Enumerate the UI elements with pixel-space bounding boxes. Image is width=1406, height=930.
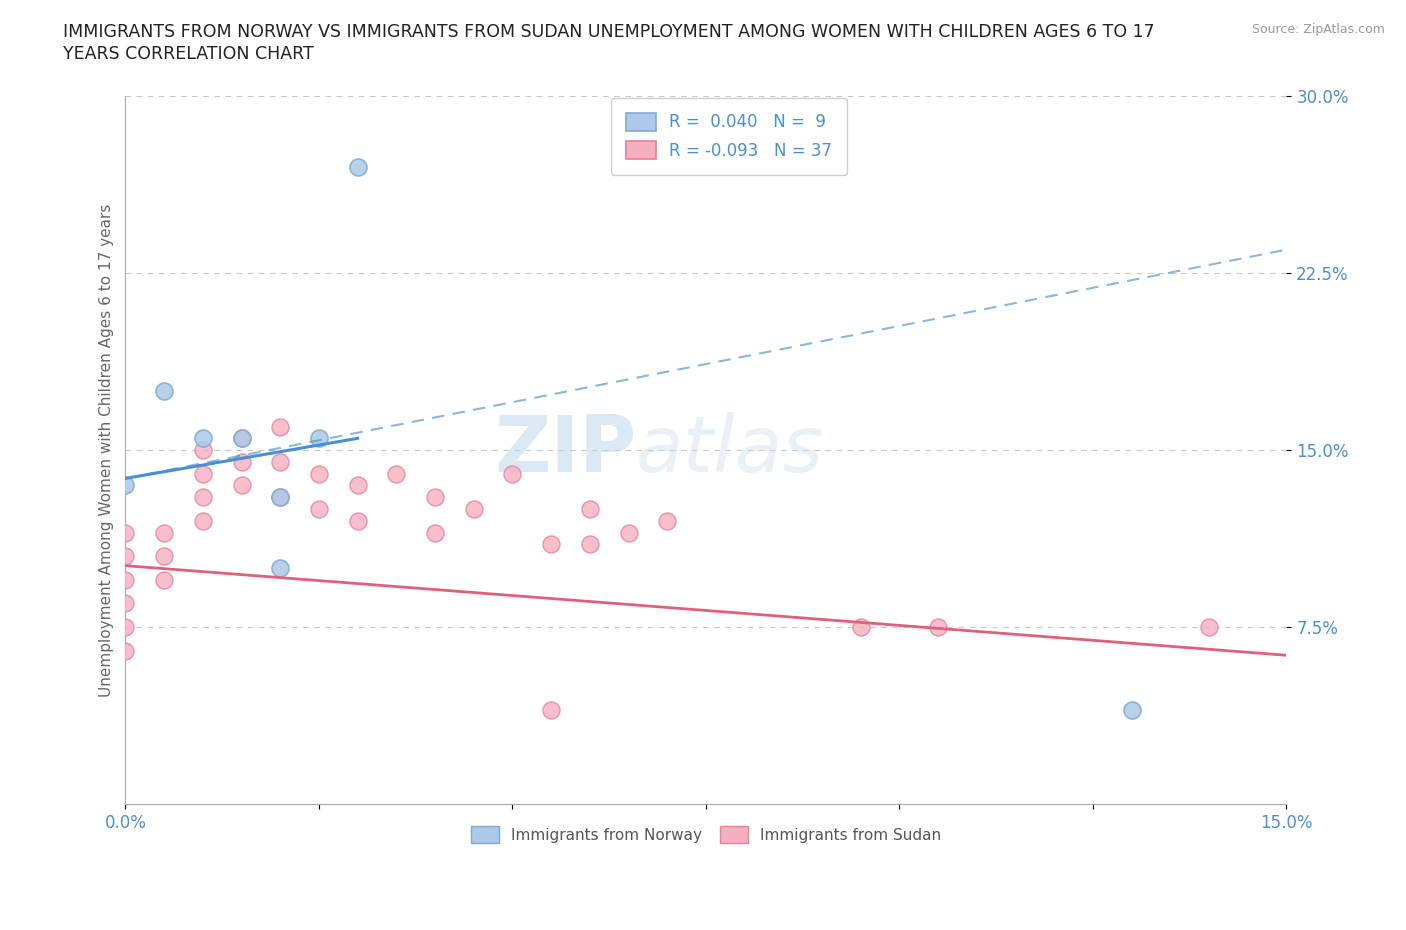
Point (579, 501, 602, 516)
Point (308, 431, 330, 445)
Point (114, 619, 136, 634)
Point (346, 513, 368, 528)
Point (849, 619, 872, 634)
Point (423, 525, 446, 540)
Point (1121, 702, 1143, 717)
Point (153, 549, 176, 564)
Point (346, 478, 368, 493)
Point (153, 525, 176, 540)
Point (191, 466, 214, 481)
Point (191, 443, 214, 458)
Point (927, 619, 949, 634)
Point (617, 525, 640, 540)
Point (269, 419, 291, 434)
Point (346, 160, 368, 175)
Text: Source: ZipAtlas.com: Source: ZipAtlas.com (1251, 23, 1385, 36)
Point (308, 501, 330, 516)
Point (423, 490, 446, 505)
Point (114, 596, 136, 611)
Text: ZIP: ZIP (494, 412, 637, 488)
Point (540, 702, 562, 717)
Point (153, 572, 176, 587)
Point (114, 644, 136, 658)
Point (191, 490, 214, 505)
Point (657, 513, 679, 528)
Point (501, 466, 523, 481)
Point (269, 455, 291, 470)
Point (231, 431, 253, 445)
Legend: Immigrants from Norway, Immigrants from Sudan: Immigrants from Norway, Immigrants from … (465, 820, 948, 849)
Point (114, 478, 136, 493)
Point (114, 549, 136, 564)
Point (308, 466, 330, 481)
Y-axis label: Unemployment Among Women with Children Ages 6 to 17 years: Unemployment Among Women with Children A… (100, 204, 114, 697)
Point (191, 513, 214, 528)
Point (114, 572, 136, 587)
Point (463, 501, 485, 516)
Point (231, 455, 253, 470)
Point (579, 537, 602, 551)
Text: YEARS CORRELATION CHART: YEARS CORRELATION CHART (63, 45, 314, 62)
Point (1198, 619, 1220, 634)
Point (269, 490, 291, 505)
Point (114, 525, 136, 540)
Point (385, 466, 408, 481)
Point (191, 431, 214, 445)
Point (269, 490, 291, 505)
Point (153, 384, 176, 399)
Point (231, 431, 253, 445)
Point (231, 478, 253, 493)
Point (269, 561, 291, 576)
Point (540, 537, 562, 551)
Text: IMMIGRANTS FROM NORWAY VS IMMIGRANTS FROM SUDAN UNEMPLOYMENT AMONG WOMEN WITH CH: IMMIGRANTS FROM NORWAY VS IMMIGRANTS FRO… (63, 23, 1154, 41)
Text: atlas: atlas (637, 412, 824, 488)
